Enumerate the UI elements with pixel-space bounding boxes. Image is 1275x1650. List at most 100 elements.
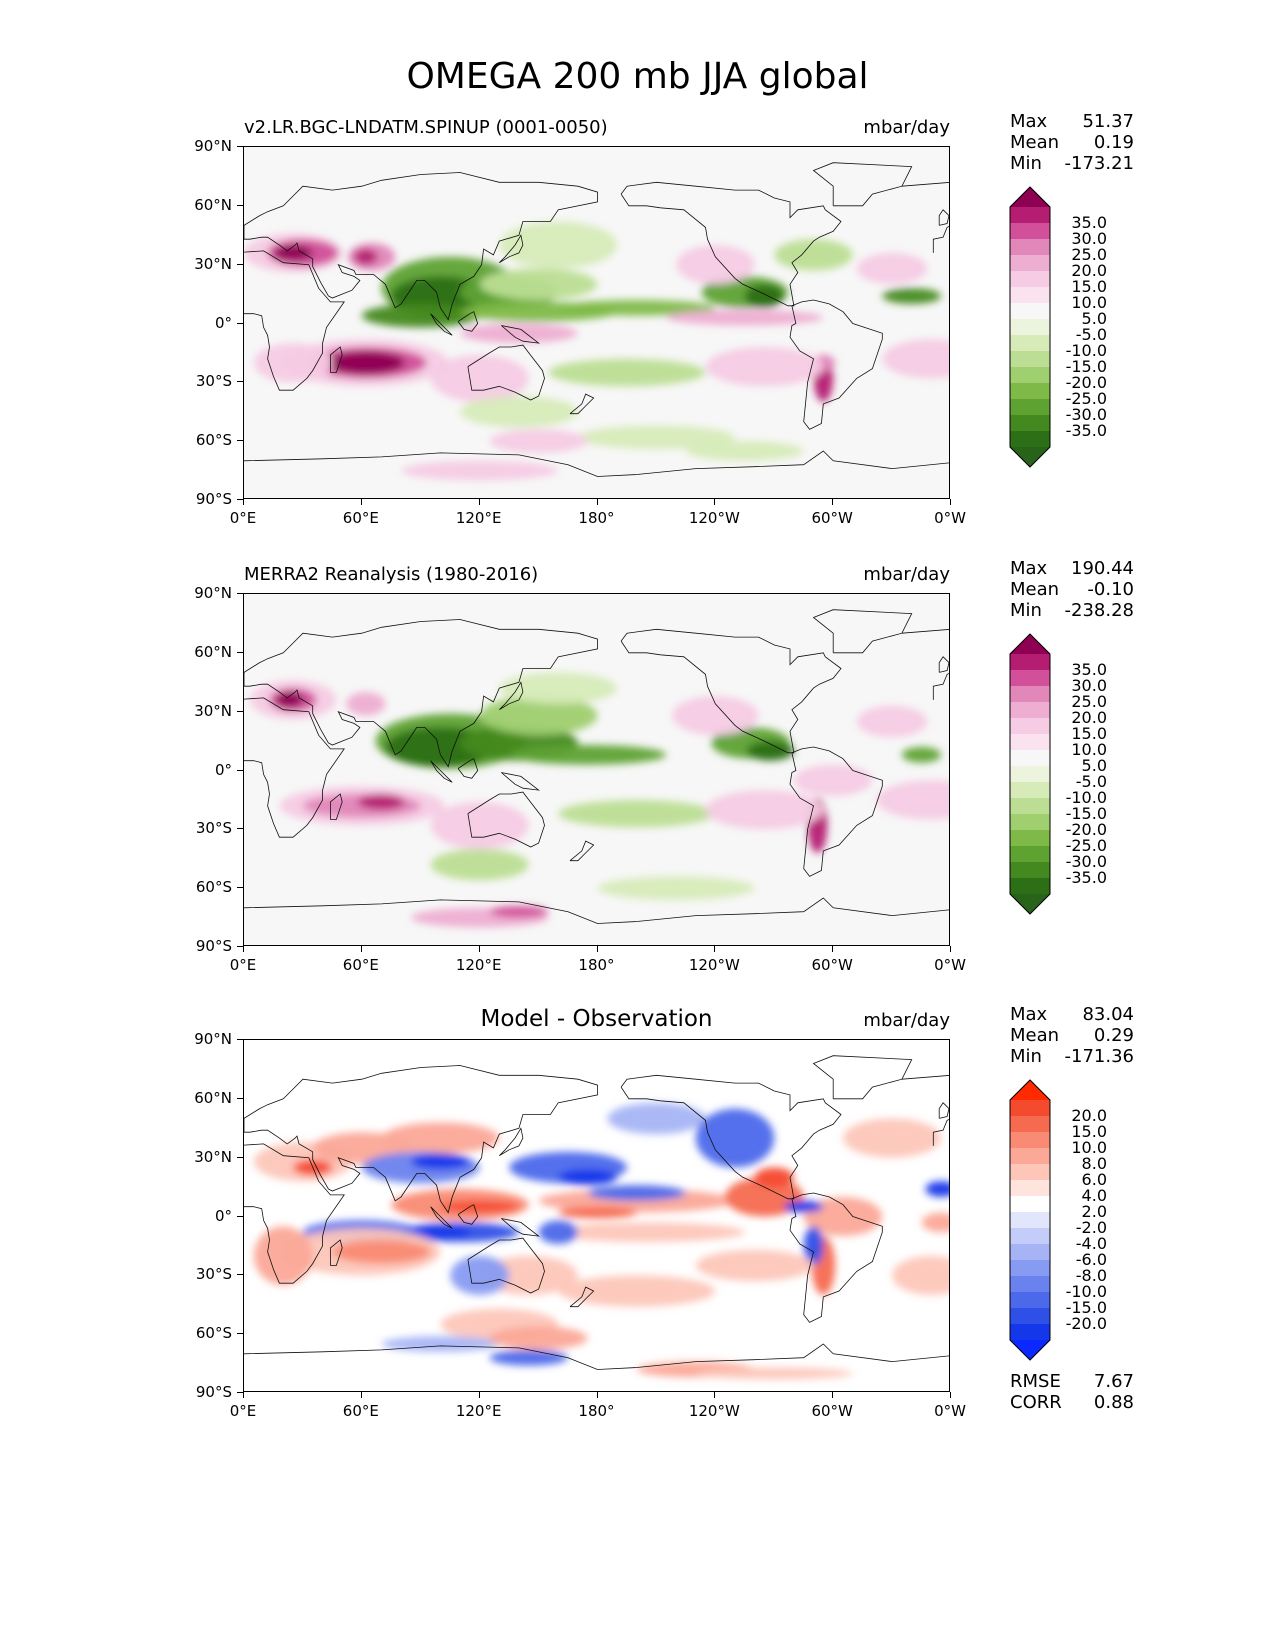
- colorbar-segment: [1010, 415, 1050, 432]
- colorbar-tick-label: -25.0: [1065, 389, 1107, 408]
- longitude-tick-label: 60°E: [342, 956, 379, 974]
- stat-label: Min: [1010, 600, 1042, 621]
- stat-value: 0.19: [1093, 132, 1134, 153]
- colorbar-extend-max: [1010, 1080, 1050, 1100]
- latitude-tick: [237, 651, 243, 653]
- coastline: [501, 1218, 540, 1237]
- longitude-tick: [478, 946, 480, 952]
- contour-region: [876, 780, 949, 820]
- coastline: [467, 1237, 545, 1294]
- longitude-tick: [714, 1392, 716, 1398]
- contour-region: [577, 425, 735, 450]
- contour-region: [361, 303, 480, 328]
- colorbar-tick-label: 10.0: [1071, 740, 1107, 759]
- coastline: [501, 772, 540, 791]
- longitude-tick-label: 0°E: [229, 1402, 257, 1420]
- colorbar-segment: [1010, 399, 1050, 416]
- colorbar-extend-min: [1010, 447, 1050, 467]
- colorbar-segment: [1010, 1276, 1050, 1293]
- contour-region: [744, 284, 785, 308]
- colorbar-tick-label: -10.0: [1065, 341, 1107, 360]
- units-label: mbar/day: [863, 117, 950, 138]
- colorbar-tick-label: -5.0: [1075, 772, 1107, 791]
- longitude-tick: [478, 499, 480, 505]
- coastline: [457, 311, 479, 332]
- colorbar-segment: [1010, 878, 1050, 895]
- colorbar-outline: [1009, 186, 1051, 468]
- contour-region: [401, 460, 559, 481]
- coastline: [244, 1343, 949, 1370]
- contour-region: [489, 429, 588, 453]
- latitude-tick-label: 90°N: [194, 137, 232, 155]
- latitude-tick-label: 60°S: [195, 878, 232, 897]
- latitude-tick: [237, 1274, 243, 1276]
- colorbar-segment: [1010, 686, 1050, 703]
- coastline: [932, 225, 949, 253]
- longitude-tick-label: 0°W: [934, 956, 966, 974]
- contour-region: [558, 799, 716, 828]
- coastline: [244, 250, 345, 391]
- longitude-tick: [950, 1392, 951, 1398]
- stat-label: CORR: [1010, 1392, 1062, 1413]
- latitude-tick-label: 30°N: [194, 1147, 232, 1166]
- colorbar-tick-label: -20.0: [1065, 1314, 1107, 1333]
- colorbar-tick-label: -35.0: [1065, 421, 1107, 440]
- colorbar: [1009, 186, 1051, 468]
- longitude-tick: [596, 499, 598, 505]
- contour-region: [381, 1336, 500, 1352]
- contour-region: [695, 1367, 853, 1380]
- contour-map: [244, 1055, 949, 1380]
- longitude-tick-label: 0°W: [934, 509, 966, 527]
- coastline: [501, 325, 540, 344]
- contour-region: [705, 347, 824, 387]
- contour-region: [695, 1249, 814, 1282]
- stat-label: Max: [1010, 111, 1048, 132]
- stat-value: -0.10: [1087, 579, 1134, 600]
- longitude-tick: [832, 499, 834, 505]
- coastline: [620, 628, 842, 754]
- latitude-tick-label: 90°S: [195, 937, 232, 955]
- contour-region: [430, 801, 529, 849]
- longitude-tick: [596, 1392, 598, 1398]
- longitude-tick: [360, 1392, 362, 1398]
- longitude-tick: [243, 946, 244, 952]
- error-stats: RMSE 7.67 CORR 0.88: [1010, 1371, 1134, 1413]
- contour-region: [440, 1200, 519, 1213]
- stat-value: 51.37: [1082, 111, 1134, 132]
- colorbar-segment: [1010, 702, 1050, 719]
- stats-block: Max 83.04 Mean 0.29 Min -171.36: [1010, 1004, 1134, 1067]
- latitude-tick-label: 30°S: [195, 1265, 232, 1284]
- coastline: [901, 182, 949, 187]
- coastline: [620, 181, 842, 307]
- colorbar-segment: [1010, 862, 1050, 879]
- latitude-tick: [237, 887, 243, 889]
- coastline: [430, 760, 453, 783]
- latitude-tick-label: 0°: [214, 313, 232, 332]
- contour-region: [460, 323, 578, 344]
- latitude-tick-label: 90°N: [194, 1030, 232, 1048]
- panel-title: MERRA2 Reanalysis (1980-2016): [244, 564, 539, 585]
- stat-label: Mean: [1010, 579, 1060, 600]
- colorbar-tick-label: 15.0: [1071, 277, 1107, 296]
- contour-region: [607, 1102, 706, 1135]
- contour-region: [430, 848, 529, 881]
- coastline: [569, 1286, 595, 1308]
- colorbar-tick-label: 35.0: [1071, 660, 1107, 679]
- contour-region: [705, 790, 824, 830]
- coastline: [467, 791, 545, 848]
- contour-region: [901, 746, 942, 763]
- latitude-tick: [237, 204, 243, 206]
- contour-region: [346, 692, 386, 716]
- stat-value: -173.21: [1064, 153, 1134, 174]
- colorbar-segment: [1010, 1148, 1050, 1165]
- latitude-tick-label: 60°S: [195, 1324, 232, 1343]
- coastline: [789, 299, 883, 430]
- contour-region: [410, 1226, 470, 1239]
- colorbar-tick-label: 2.0: [1081, 1202, 1107, 1221]
- stat-label: RMSE: [1010, 1371, 1061, 1392]
- colorbar-segment: [1010, 846, 1050, 863]
- contour-region: [460, 396, 578, 428]
- latitude-tick-label: 60°N: [194, 195, 232, 214]
- latitude-tick: [237, 1097, 243, 1099]
- coastline: [330, 346, 343, 373]
